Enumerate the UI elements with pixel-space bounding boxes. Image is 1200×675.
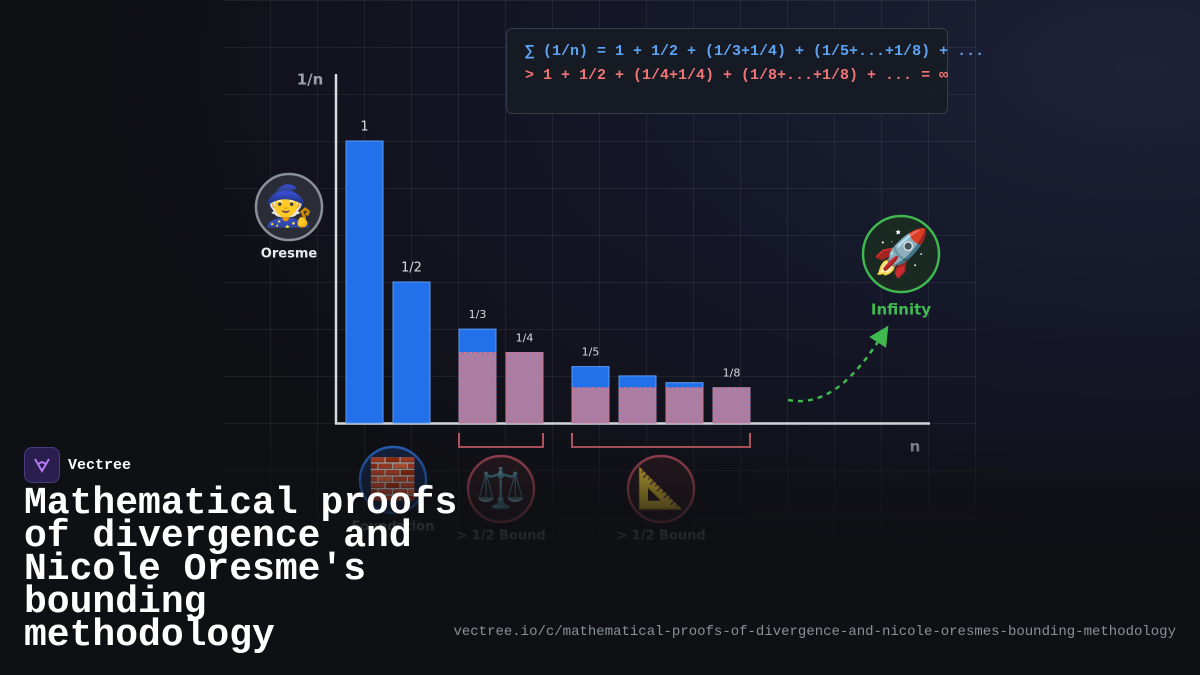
bar	[392, 281, 431, 424]
badge-icon: 🚀	[873, 227, 930, 280]
url: vectree.io/c/mathematical-proofs-of-dive…	[453, 624, 1176, 640]
y-axis-label: 1/n	[297, 71, 324, 89]
lower-bound	[665, 387, 704, 424]
brand-logo	[24, 447, 60, 483]
lower-bound	[618, 387, 657, 424]
value-label: 1	[360, 119, 368, 134]
value-label: 1/2	[401, 260, 422, 275]
badge-label: Oresme	[261, 247, 318, 262]
value-label: 1/8	[723, 367, 741, 380]
formula-line: > 1 + 1/2 + (1/4+1/4) + (1/8+...+1/8) + …	[525, 67, 949, 84]
divergence-arrow	[787, 325, 889, 403]
lower-bound	[712, 387, 751, 424]
title: Mathematical proofs of divergence and Ni…	[24, 482, 458, 657]
lower-bound	[458, 351, 497, 424]
badge-label: Infinity	[871, 301, 931, 319]
logo-icon	[34, 458, 50, 473]
formula-box: ∑ (1/n) = 1 + 1/2 + (1/3+1/4) + (1/5+...…	[506, 28, 984, 114]
bar	[345, 140, 384, 424]
brand-name: Vectree	[68, 456, 132, 474]
bottom-fade	[0, 420, 1200, 675]
badge-circle	[861, 214, 941, 294]
brand: Vectree	[24, 447, 131, 483]
value-label: 1/4	[516, 331, 534, 344]
value-label: 1/5	[582, 346, 600, 359]
lower-bound	[505, 351, 544, 424]
formula-line: ∑ (1/n) = 1 + 1/2 + (1/3+1/4) + (1/5+...…	[525, 43, 985, 60]
badge-icon: 🧙	[264, 184, 313, 230]
lower-bound	[571, 387, 610, 424]
badge-circle	[254, 172, 324, 242]
value-label: 1/3	[469, 308, 487, 321]
